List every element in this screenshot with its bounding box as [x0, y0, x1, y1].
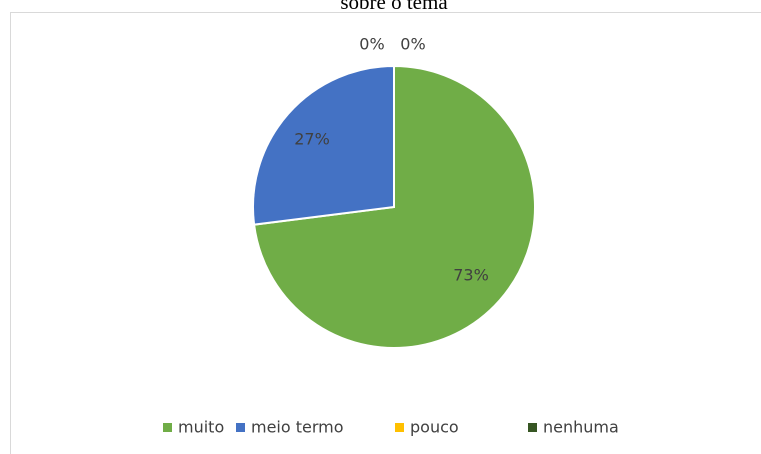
data-label: 73%	[453, 266, 489, 285]
legend-label: muito	[178, 418, 224, 437]
legend-swatch	[395, 423, 404, 432]
legend-swatch	[236, 423, 245, 432]
legend-label: meio termo	[251, 418, 344, 437]
legend-label: pouco	[410, 418, 459, 437]
chart-frame	[10, 12, 761, 454]
legend-swatch	[163, 423, 172, 432]
legend-swatch	[528, 423, 537, 432]
data-label: 0%	[359, 35, 384, 54]
legend-label: nenhuma	[543, 418, 619, 437]
pie-slice	[252, 64, 395, 226]
data-label: 0%	[400, 35, 425, 54]
chart-title: sobre o tema	[340, 0, 448, 14]
data-label: 27%	[294, 130, 330, 149]
